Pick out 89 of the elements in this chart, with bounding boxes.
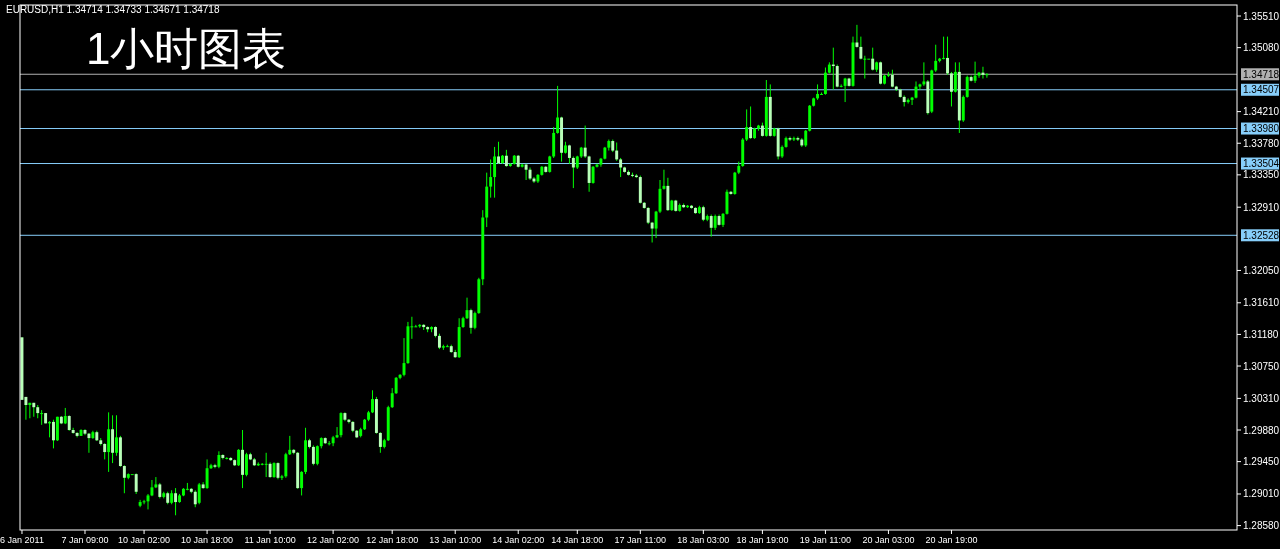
candlestick bbox=[284, 452, 288, 479]
y-tick-label: 1.33780 bbox=[1243, 137, 1280, 149]
ref-line-label: 1.33980 bbox=[1243, 123, 1280, 135]
candlestick bbox=[934, 44, 938, 73]
candlestick bbox=[619, 157, 623, 178]
candlestick bbox=[953, 61, 957, 93]
candlestick bbox=[709, 214, 713, 238]
y-tick-label: 1.33350 bbox=[1243, 169, 1280, 181]
candlestick bbox=[973, 61, 977, 84]
candlestick bbox=[571, 155, 575, 189]
y-tick-label: 1.29450 bbox=[1243, 456, 1280, 468]
candlestick bbox=[378, 431, 382, 454]
candlestick bbox=[205, 458, 209, 490]
candlestick bbox=[981, 66, 985, 80]
ref-line-label: 1.34718 bbox=[1243, 68, 1280, 80]
candlestick bbox=[918, 83, 922, 91]
x-tick-label: 13 Jan 10:00 bbox=[429, 535, 482, 545]
x-tick-label: 7 Jan 09:00 bbox=[61, 535, 109, 545]
candlestick bbox=[52, 419, 55, 449]
x-tick-label: 18 Jan 03:00 bbox=[677, 535, 730, 545]
candlestick bbox=[792, 136, 796, 142]
x-tick-label: 12 Jan 18:00 bbox=[366, 535, 419, 545]
y-tick-label: 1.31180 bbox=[1243, 328, 1279, 340]
candlestick bbox=[524, 163, 528, 181]
candlestick bbox=[796, 136, 800, 142]
candlestick bbox=[111, 414, 115, 464]
candlestick bbox=[493, 146, 497, 199]
candlestick bbox=[615, 142, 619, 162]
annotation: EURUSD,H1 1.34714 1.34733 1.34671 1.34718 bbox=[6, 4, 220, 15]
x-tick-label: 20 Jan 03:00 bbox=[862, 535, 915, 545]
candlestick bbox=[115, 414, 118, 457]
candlestick bbox=[300, 470, 304, 496]
y-tick-label: 1.31610 bbox=[1243, 297, 1280, 309]
y-tick-label: 1.28580 bbox=[1243, 520, 1280, 532]
candlestick bbox=[583, 125, 587, 159]
y-tick-label: 1.34210 bbox=[1243, 106, 1280, 118]
candlestick bbox=[949, 71, 953, 107]
candlestick bbox=[733, 171, 737, 196]
candlestick bbox=[985, 72, 989, 79]
candlestick bbox=[843, 77, 847, 103]
x-tick-label: 6 Jan 2011 bbox=[0, 535, 44, 545]
x-tick-label: 20 Jan 19:00 bbox=[925, 535, 978, 545]
ref-line-label: 1.32528 bbox=[1243, 229, 1280, 241]
chart-title: 1小时图表 bbox=[86, 24, 287, 73]
candlestick bbox=[906, 97, 910, 105]
y-tick-label: 1.30750 bbox=[1243, 360, 1280, 372]
candlestick bbox=[552, 126, 556, 159]
candlestick bbox=[910, 96, 914, 106]
candlestick bbox=[556, 85, 560, 135]
y-tick-label: 1.30310 bbox=[1243, 392, 1280, 404]
candlestick bbox=[749, 105, 753, 140]
candlestick bbox=[489, 158, 493, 199]
ref-line-label: 1.33504 bbox=[1243, 158, 1280, 170]
candlestick bbox=[922, 61, 926, 87]
ref-line-label: 1.34507 bbox=[1243, 84, 1280, 96]
candlestick bbox=[288, 435, 292, 456]
candlestick bbox=[134, 472, 138, 495]
candlestick bbox=[245, 452, 248, 477]
x-tick-label: 11 Jan 10:00 bbox=[244, 535, 296, 545]
x-tick-label: 17 Jan 11:00 bbox=[614, 535, 667, 545]
y-tick-label: 1.35510 bbox=[1243, 10, 1280, 22]
candlestick bbox=[371, 389, 374, 414]
candlestick bbox=[122, 464, 126, 494]
y-tick-label: 1.29010 bbox=[1243, 488, 1280, 500]
candlestick bbox=[965, 75, 969, 99]
candlestick bbox=[55, 416, 59, 442]
candlestick bbox=[87, 432, 91, 454]
candlestick bbox=[311, 444, 315, 466]
x-tick-label: 10 Jan 02:00 bbox=[118, 535, 171, 545]
candlestick bbox=[946, 36, 949, 76]
y-tick-label: 1.35080 bbox=[1243, 42, 1280, 54]
y-tick-label: 1.32910 bbox=[1243, 201, 1280, 213]
x-tick-label: 12 Jan 02:00 bbox=[307, 535, 360, 545]
candlestick bbox=[745, 108, 749, 142]
candlestick bbox=[942, 36, 946, 60]
candlestick bbox=[107, 411, 111, 473]
candlestick bbox=[197, 482, 201, 505]
x-tick-label: 19 Jan 11:00 bbox=[799, 535, 852, 545]
x-tick-label: 18 Jan 19:00 bbox=[736, 535, 789, 545]
x-tick-label: 14 Jan 02:00 bbox=[492, 535, 545, 545]
candlestick bbox=[863, 55, 867, 80]
candlestick bbox=[961, 94, 965, 123]
x-tick-label: 14 Jan 18:00 bbox=[551, 535, 604, 545]
y-tick-label: 1.29880 bbox=[1243, 424, 1280, 436]
y-tick-label: 1.32050 bbox=[1243, 264, 1280, 276]
candlestick bbox=[40, 409, 44, 426]
candlestick bbox=[315, 444, 319, 466]
candlestick bbox=[264, 452, 268, 478]
x-tick-label: 10 Jan 18:00 bbox=[181, 535, 234, 545]
